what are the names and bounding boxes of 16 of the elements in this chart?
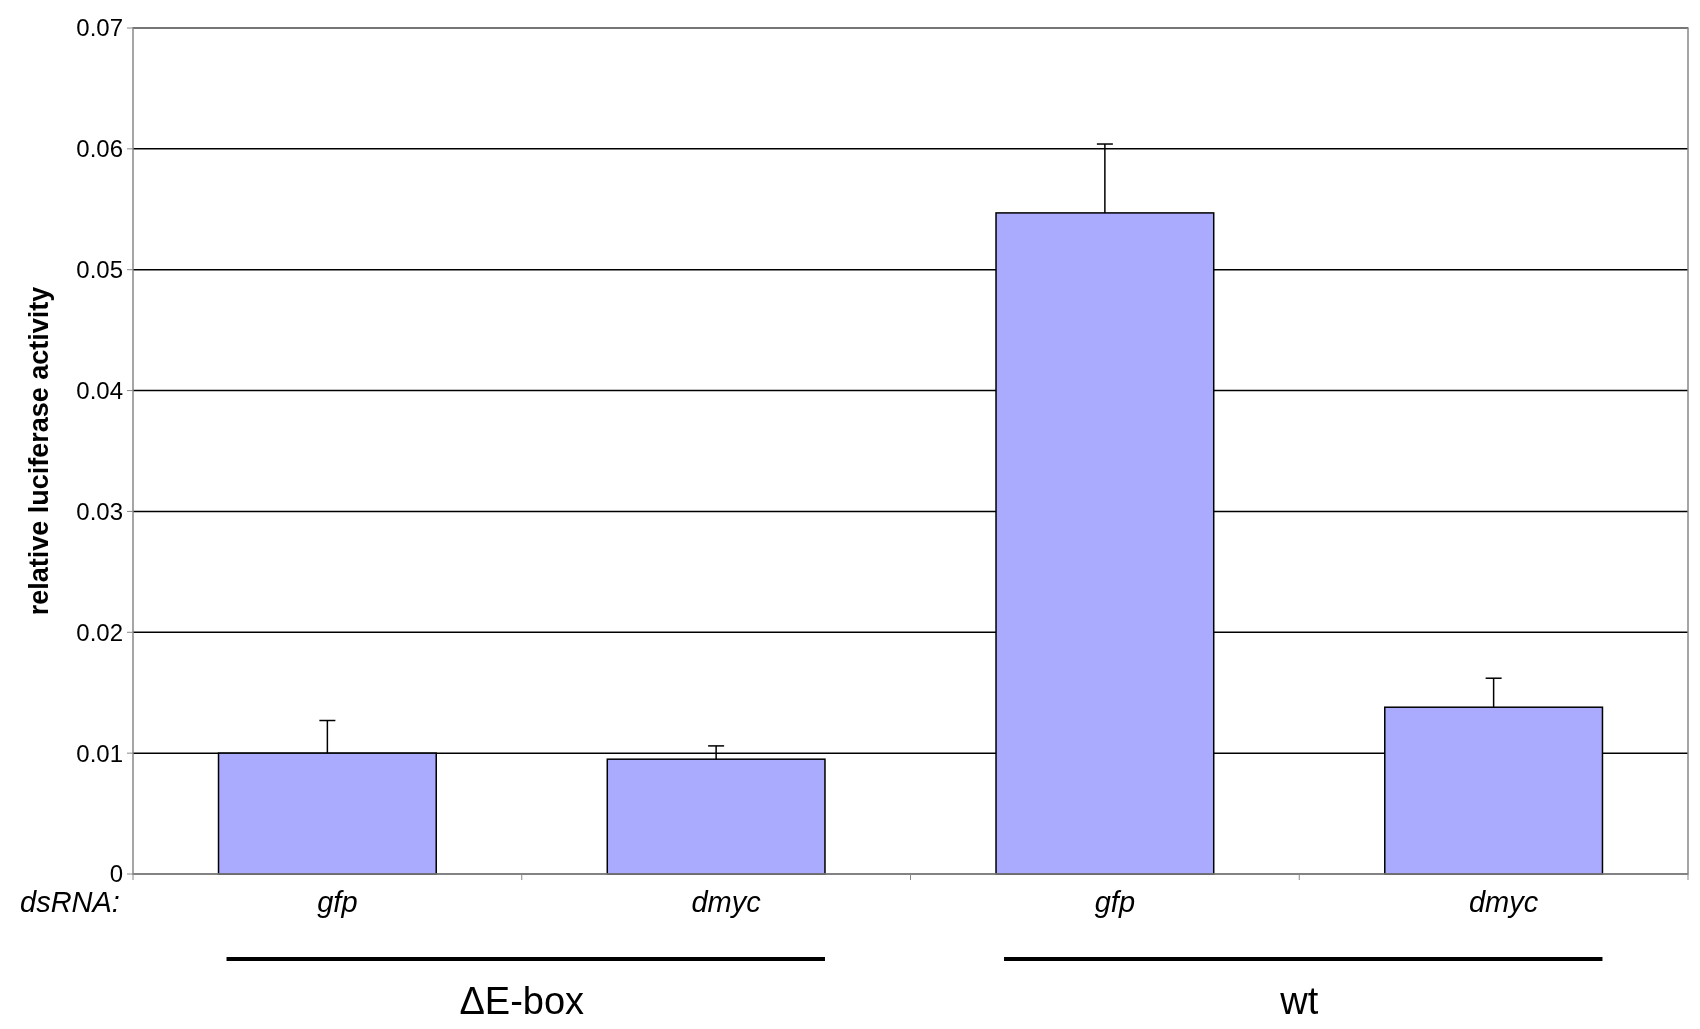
y-tick-label: 0.03 — [76, 497, 123, 525]
x-tick-label: gfp — [1094, 886, 1136, 918]
text: wt — [1279, 980, 1319, 1022]
text: ΔE-box — [459, 980, 585, 1022]
y-tick-label: 0.07 — [76, 14, 123, 42]
text: dsRNA: — [20, 886, 120, 918]
x-tick-label: dmyc — [691, 886, 762, 918]
y-tick-label: 0.05 — [76, 256, 123, 284]
x-tick-label: gfp — [317, 886, 358, 918]
y-tick-label: 0 — [109, 860, 123, 888]
y-tick-label: 0.01 — [76, 739, 123, 767]
y-tick-label: 0.06 — [76, 135, 123, 163]
y-axis-title: relative luciferase activity — [24, 286, 54, 616]
y-tick-label: 0.04 — [76, 376, 123, 404]
x-tick-label: dmyc — [1468, 886, 1539, 918]
y-tick-label: 0.02 — [76, 618, 123, 646]
